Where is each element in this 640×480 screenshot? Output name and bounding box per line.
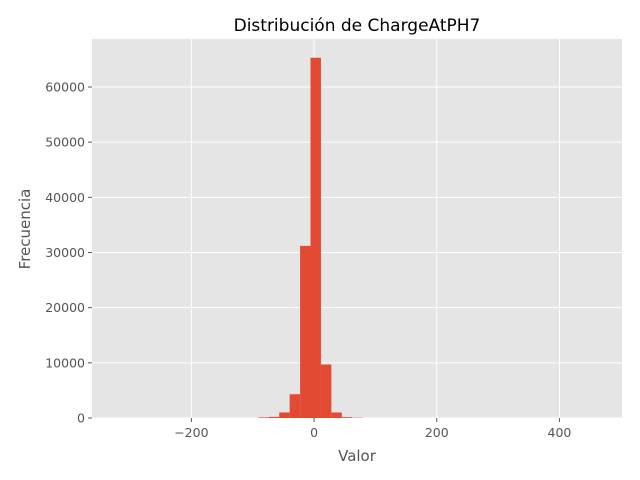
histogram-bar-6 <box>289 394 301 418</box>
y-tick-label: 30000 <box>45 245 85 260</box>
x-tick-label: 200 <box>425 425 449 440</box>
y-tick-label: 10000 <box>45 355 85 370</box>
x-axis-ticks: −200 0 200 400 <box>174 418 571 440</box>
y-tick-label: 20000 <box>45 300 85 315</box>
y-tick-label: 40000 <box>45 190 85 205</box>
plot-area <box>92 39 622 418</box>
x-tick-label: 0 <box>310 425 318 440</box>
y-tick-label: 50000 <box>45 135 85 150</box>
x-tick-label: −200 <box>174 425 208 440</box>
x-axis-label: Valor <box>338 447 377 465</box>
histogram-bar-5 <box>279 412 290 418</box>
y-tick-label: 0 <box>77 411 85 426</box>
y-tick-label: 60000 <box>45 79 85 94</box>
histogram-bar-11 <box>341 417 353 418</box>
y-axis-ticks: 0 10000 20000 30000 40000 50000 60000 <box>45 79 92 426</box>
histogram-bar-7 <box>300 245 311 418</box>
histogram-bar-4 <box>268 416 280 418</box>
histogram-bar-8 <box>310 57 321 419</box>
x-tick-label: 400 <box>548 425 572 440</box>
histogram-bar-9 <box>320 364 332 418</box>
histogram-bar-3 <box>258 417 269 418</box>
histogram-bar-10 <box>331 412 342 418</box>
chart-title: Distribución de ChargeAtPH7 <box>234 16 481 36</box>
histogram-bars <box>258 57 363 419</box>
y-axis-label: Frecuencia <box>16 189 34 270</box>
